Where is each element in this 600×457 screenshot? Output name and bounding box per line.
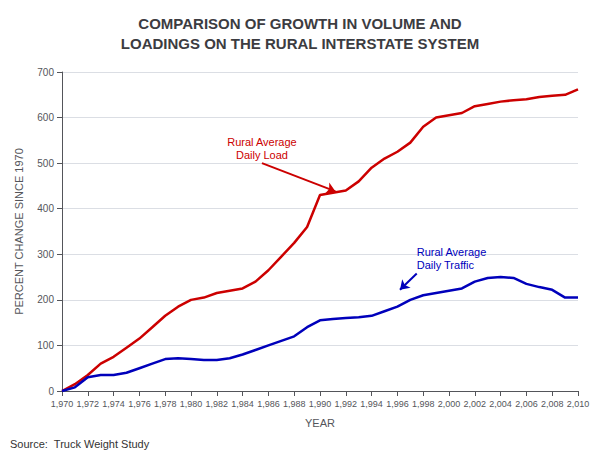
svg-text:2,004: 2,004 — [489, 399, 512, 409]
svg-text:2,010: 2,010 — [567, 399, 590, 409]
svg-text:1,976: 1,976 — [128, 399, 151, 409]
svg-text:1,996: 1,996 — [386, 399, 409, 409]
svg-text:PERCENT CHANGE SINCE 1970: PERCENT CHANGE SINCE 1970 — [13, 148, 25, 315]
svg-text:1,998: 1,998 — [412, 399, 435, 409]
svg-text:1,974: 1,974 — [102, 399, 125, 409]
svg-text:COMPARISON OF GROWTH IN VOLUME: COMPARISON OF GROWTH IN VOLUME AND — [138, 15, 461, 32]
svg-text:1,994: 1,994 — [360, 399, 383, 409]
svg-text:1,978: 1,978 — [154, 399, 177, 409]
svg-text:0: 0 — [48, 386, 54, 397]
svg-text:1,990: 1,990 — [309, 399, 332, 409]
svg-text:Daily Traffic: Daily Traffic — [417, 259, 475, 271]
svg-text:1,984: 1,984 — [231, 399, 254, 409]
svg-text:Source: Truck Weight Study: Source: Truck Weight Study — [10, 438, 150, 450]
svg-text:100: 100 — [37, 340, 54, 351]
svg-text:600: 600 — [37, 112, 54, 123]
svg-text:1,986: 1,986 — [257, 399, 280, 409]
svg-text:1,972: 1,972 — [77, 399, 100, 409]
svg-text:500: 500 — [37, 158, 54, 169]
svg-text:1,980: 1,980 — [180, 399, 203, 409]
svg-text:700: 700 — [37, 67, 54, 78]
svg-text:2,000: 2,000 — [438, 399, 461, 409]
svg-text:1,982: 1,982 — [206, 399, 229, 409]
svg-text:2,002: 2,002 — [464, 399, 487, 409]
svg-text:1,992: 1,992 — [335, 399, 358, 409]
svg-text:Daily Load: Daily Load — [236, 149, 288, 161]
svg-text:1,988: 1,988 — [283, 399, 306, 409]
svg-text:Rural Average: Rural Average — [227, 136, 297, 148]
svg-text:Rural Average: Rural Average — [417, 246, 487, 258]
svg-text:1,970: 1,970 — [51, 399, 74, 409]
svg-text:2,008: 2,008 — [541, 399, 564, 409]
svg-text:LOADINGS ON THE RURAL INTERSTA: LOADINGS ON THE RURAL INTERSTATE SYSTEM — [121, 35, 479, 52]
svg-text:YEAR: YEAR — [305, 417, 335, 429]
svg-text:2,006: 2,006 — [515, 399, 538, 409]
svg-text:300: 300 — [37, 249, 54, 260]
svg-text:200: 200 — [37, 294, 54, 305]
svg-text:400: 400 — [37, 203, 54, 214]
